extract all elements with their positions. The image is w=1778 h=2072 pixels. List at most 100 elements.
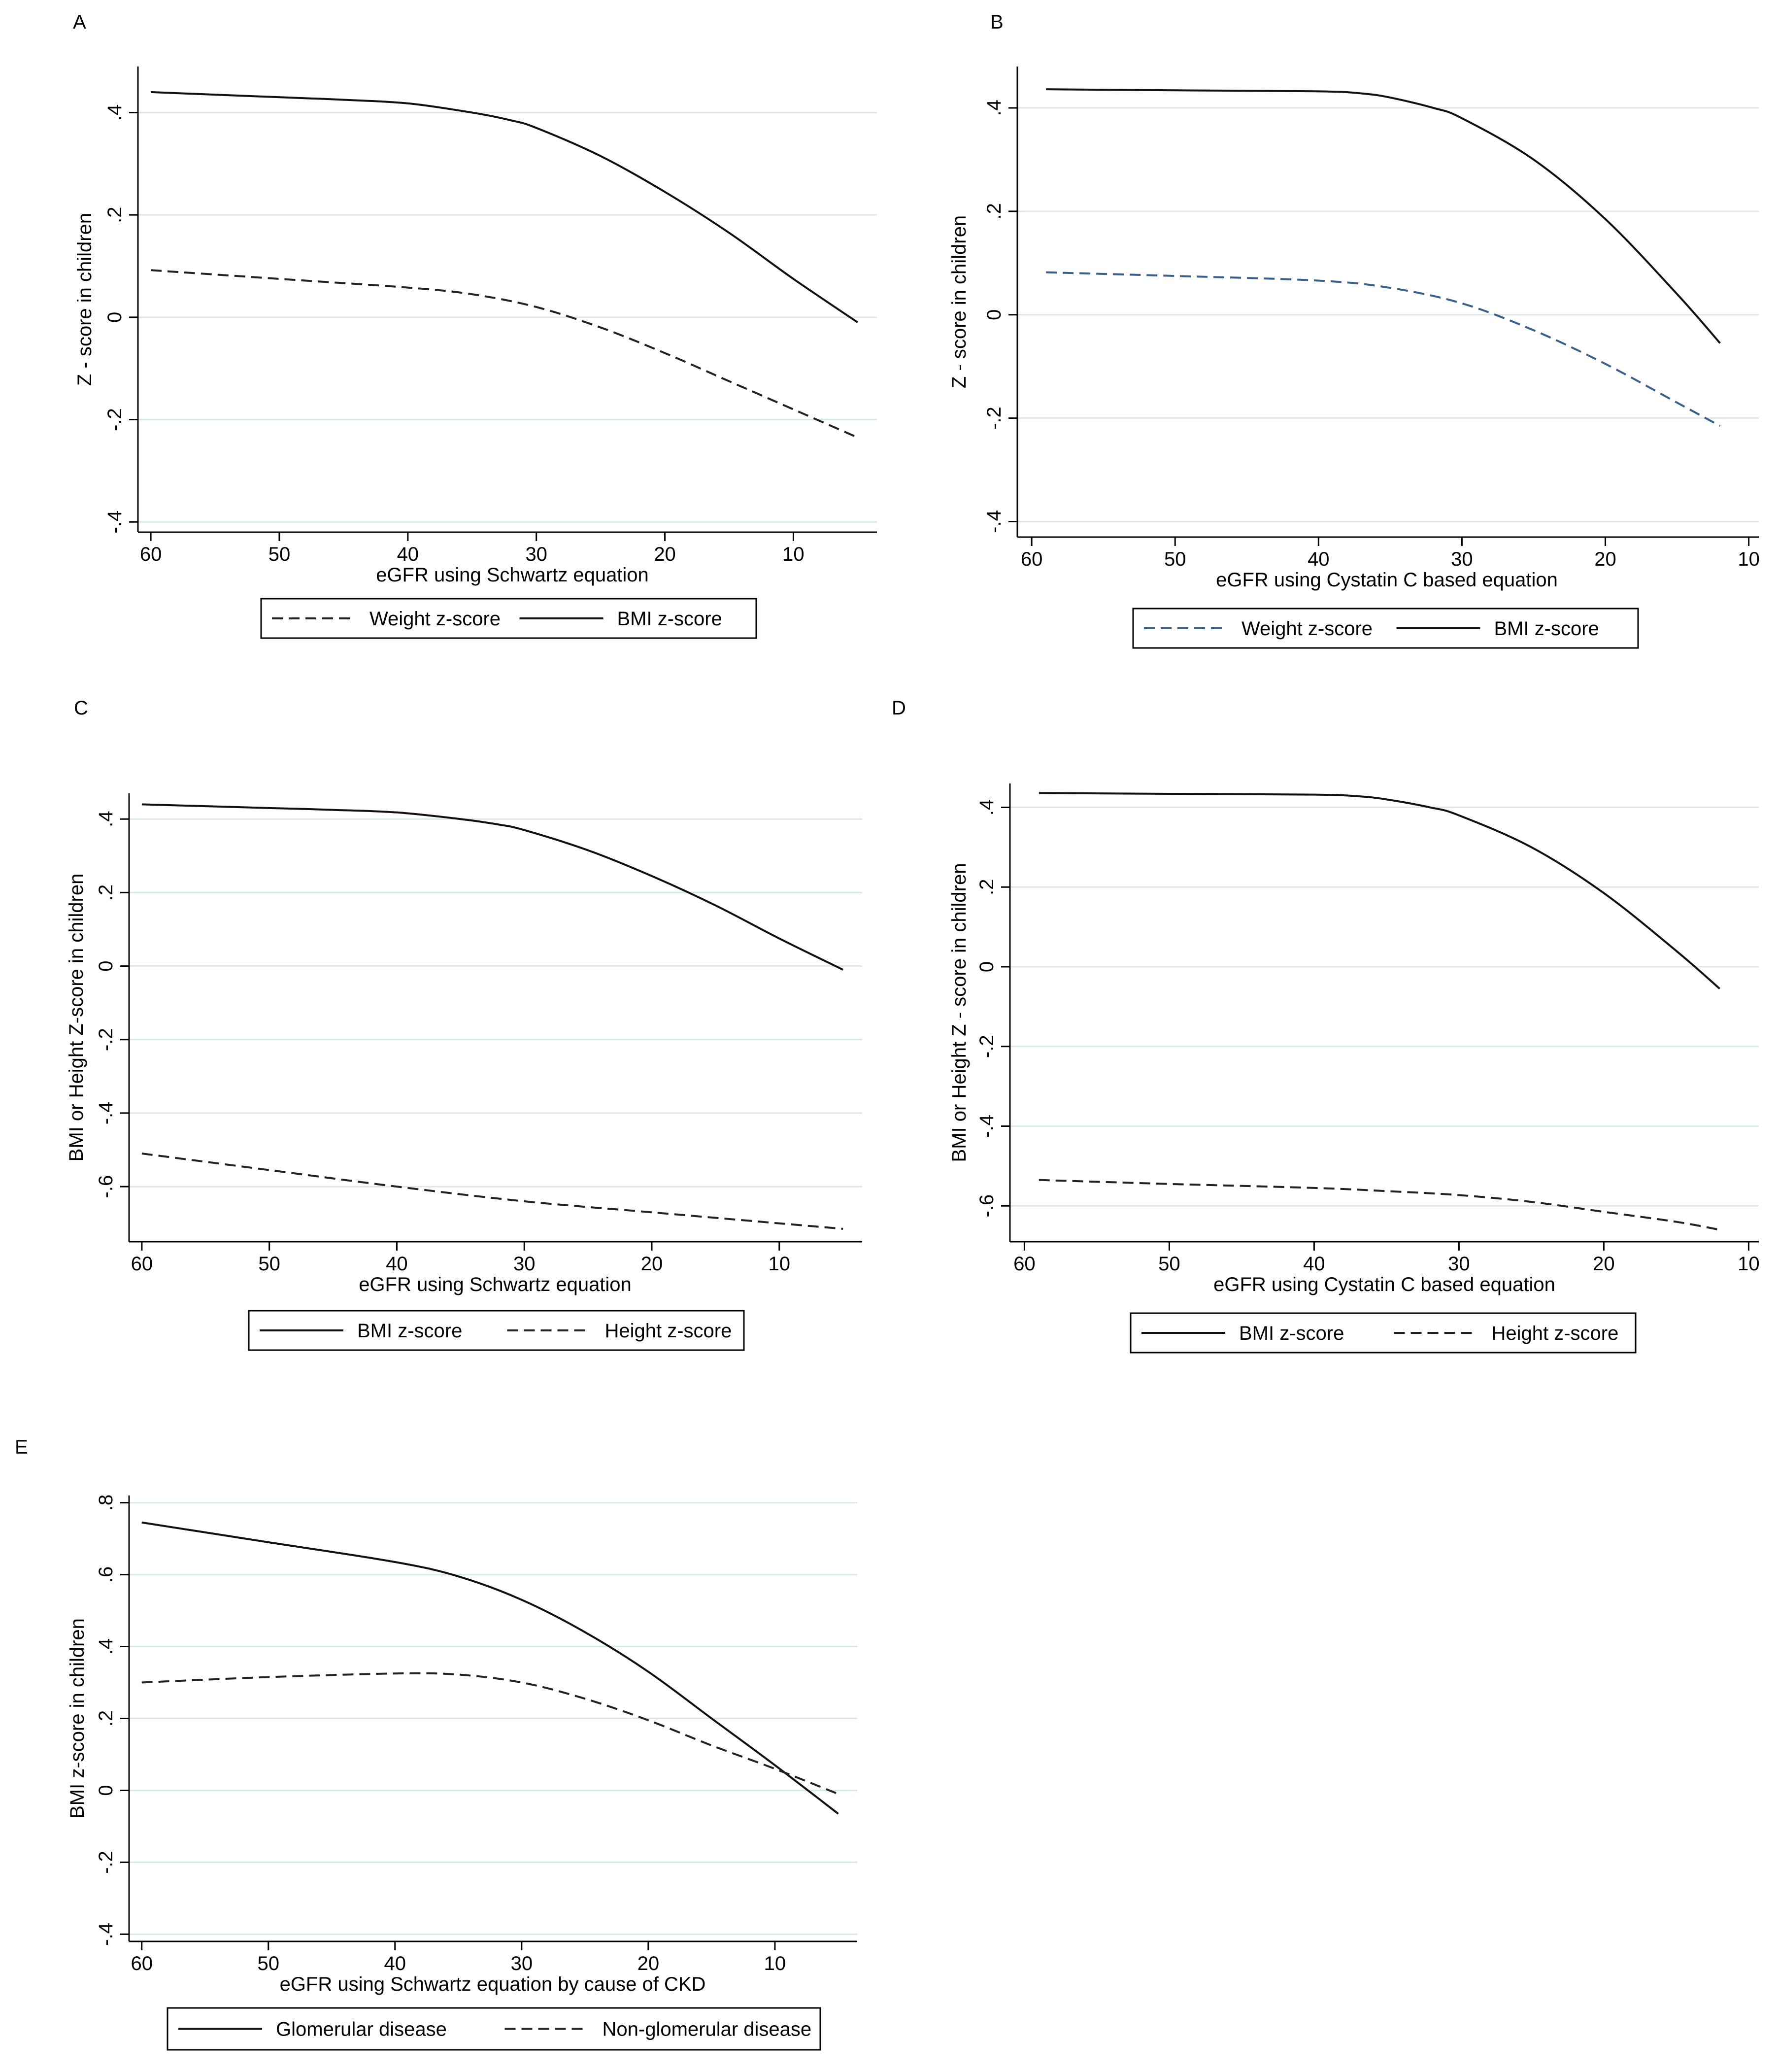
panel-label: B [990, 11, 1004, 33]
legend-label: BMI z-score [1494, 618, 1599, 640]
y-tick-label: 0 [976, 961, 998, 972]
legend: Weight z-score BMI z-score [260, 598, 757, 639]
series-line [151, 91, 858, 323]
y-tick-label: 0 [104, 312, 126, 323]
y-tick-label: 0 [95, 1785, 117, 1796]
y-tick-label: -.2 [983, 407, 1005, 430]
y-axis-title: BMI or Height Z - score in children [948, 863, 970, 1162]
x-tick-label: 40 [384, 1953, 406, 1974]
x-tick-label: 60 [131, 1253, 153, 1275]
y-tick-label: .2 [104, 206, 126, 223]
panel-a: A .4 .2 0 -.2 -.4 60 50 40 30 20 10 eGFR using Schwa… [73, 11, 877, 639]
x-tick-label: 50 [257, 1953, 279, 1974]
y-tick-label: 0 [983, 309, 1005, 320]
legend-box [260, 598, 757, 639]
legend-label: Non-glomerular disease [603, 2019, 812, 2040]
series-line [141, 1672, 839, 1795]
y-axis-title: Z - score in children [948, 215, 970, 388]
x-tick-label: 30 [513, 1253, 536, 1275]
legend-label: Weight z-score [369, 608, 501, 630]
x-tick-label: 50 [1158, 1253, 1180, 1275]
x-axis-title: eGFR using Schwartz equation [376, 564, 649, 586]
x-axis-title: eGFR using Schwartz equation [359, 1274, 632, 1295]
y-axis-title: BMI or Height Z-score in children [66, 874, 87, 1162]
y-tick-label: -.2 [104, 408, 126, 431]
y-tick-label: .2 [95, 884, 117, 901]
series-line [1046, 88, 1721, 344]
x-tick-label: 50 [1164, 548, 1186, 570]
x-tick-label: 10 [1738, 1253, 1760, 1275]
panel-b: B .4 .2 0 -.2 -.4 60 50 40 30 20 10 eGFR using Cysta… [948, 11, 1760, 649]
y-tick-label: .4 [95, 1638, 117, 1655]
y-tick-label: -.4 [976, 1115, 998, 1138]
panel-label: A [73, 11, 86, 33]
y-tick-label: .6 [95, 1566, 117, 1583]
y-tick-label: .8 [95, 1495, 117, 1511]
x-tick-label: 40 [1308, 548, 1330, 570]
x-tick-label: 60 [1021, 548, 1043, 570]
x-tick-label: 40 [386, 1253, 408, 1275]
y-tick-label: -.2 [95, 1028, 117, 1051]
series-line [1046, 271, 1721, 427]
x-tick-label: 20 [654, 543, 676, 565]
y-tick-label: -.2 [976, 1035, 998, 1058]
y-tick-label: .4 [104, 104, 126, 121]
y-tick-label: 0 [95, 960, 117, 971]
x-tick-label: 30 [1448, 1253, 1470, 1275]
x-axis-title: eGFR using Cystatin C based equation [1213, 1274, 1555, 1295]
x-tick-label: 20 [1594, 548, 1616, 570]
y-tick-label: .4 [983, 100, 1005, 116]
x-axis-title: eGFR using Cystatin C based equation [1216, 569, 1558, 591]
legend-label: BMI z-score [357, 1320, 462, 1342]
x-tick-label: 20 [1593, 1253, 1615, 1275]
panel-label: D [892, 697, 906, 719]
x-tick-label: 60 [1013, 1253, 1036, 1275]
y-tick-label: .4 [976, 799, 998, 815]
x-tick-label: 30 [1451, 548, 1473, 570]
legend-label: Glomerular disease [276, 2019, 447, 2040]
legend: Weight z-score BMI z-score [1132, 608, 1639, 649]
y-tick-label: -.6 [95, 1175, 117, 1198]
y-tick-label: -.4 [95, 1102, 117, 1125]
legend-box [1132, 608, 1639, 649]
x-tick-label: 30 [511, 1953, 533, 1974]
y-tick-label: -.4 [104, 510, 126, 534]
y-tick-label: -.4 [983, 510, 1005, 533]
y-tick-label: .2 [95, 1710, 117, 1727]
y-tick-label: -.2 [95, 1851, 117, 1874]
x-tick-label: 10 [782, 543, 805, 565]
legend: Glomerular disease Non-glomerular disease [167, 2007, 821, 2051]
series-line [150, 269, 858, 439]
series-line [1039, 1179, 1720, 1231]
x-tick-label: 10 [764, 1953, 786, 1974]
x-tick-label: 20 [641, 1253, 663, 1275]
legend-box [167, 2007, 821, 2051]
legend-label: BMI z-score [1239, 1323, 1344, 1344]
panel-c: C .4 .2 0 -.2 -.4 -.6 60 50 40 30 20 10 eGFR using Sc… [66, 697, 862, 1351]
legend: BMI z-score Height z-score [248, 1310, 745, 1351]
legend-label: BMI z-score [617, 608, 722, 630]
legend-label: Height z-score [605, 1320, 732, 1342]
panel-d: D .4 .2 0 -.2 -.4 -.6 60 50 40 30 20 10 eGFR using Cy… [892, 697, 1760, 1354]
x-tick-label: 50 [268, 543, 291, 565]
panel-e: E .8 .6 .4 .2 0 -.2 -.4 60 50 40 30 20 10 eGFR using S… [15, 1436, 857, 2051]
legend-label: Height z-score [1492, 1323, 1619, 1344]
x-tick-label: 40 [397, 543, 419, 565]
y-axis-title: Z - score in children [74, 213, 96, 386]
series-line [141, 803, 844, 971]
y-axis-title: BMI z-score in children [67, 1618, 88, 1819]
x-tick-label: 60 [131, 1953, 153, 1974]
y-tick-label: -.6 [976, 1194, 998, 1218]
panel-label: C [74, 697, 88, 719]
series-line [141, 1521, 839, 1815]
x-tick-label: 20 [637, 1953, 660, 1974]
series-line [141, 1152, 843, 1230]
y-tick-label: -.4 [95, 1923, 117, 1946]
legend: BMI z-score Height z-score [1130, 1312, 1637, 1354]
legend-label: Weight z-score [1241, 618, 1373, 640]
x-axis-title: eGFR using Schwartz equation by cause of… [280, 1973, 706, 1995]
x-tick-label: 40 [1303, 1253, 1325, 1275]
y-tick-label: .2 [983, 203, 1005, 219]
x-tick-label: 60 [140, 543, 162, 565]
